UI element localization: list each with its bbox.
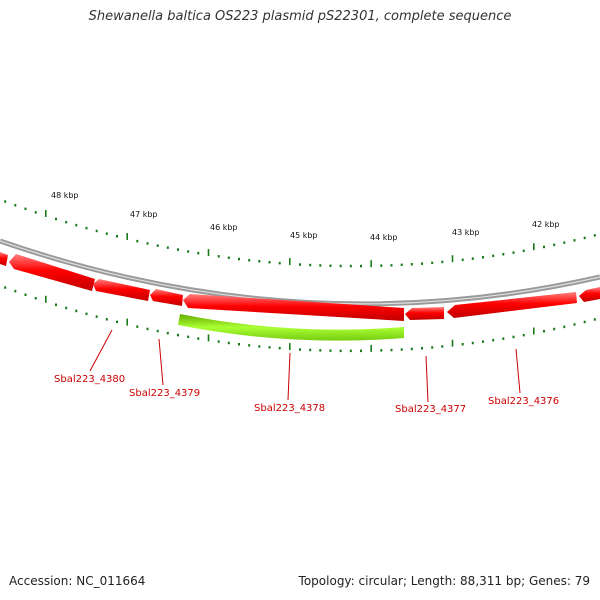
gene-arrow-right-edge[interactable] — [579, 287, 600, 302]
gene-arrow-highlighted[interactable] — [178, 314, 404, 341]
gene-label-sbal223-4377[interactable]: Sbal223_4377 — [395, 404, 466, 415]
gene-arrows — [0, 252, 600, 341]
outer-tick-ring — [4, 200, 596, 268]
gene-label-sbal223-4378[interactable]: Sbal223_4378 — [254, 403, 325, 414]
accession-text: Accession: NC_011664 — [9, 574, 146, 588]
kbp-label-46: 46 kbp — [210, 223, 238, 232]
gene-arrow-left-edge[interactable] — [0, 252, 8, 266]
gene-arrow-sbal223-4379[interactable] — [150, 289, 183, 306]
gene-leader-lines — [89, 329, 521, 403]
kbp-label-48: 48 kbp — [51, 191, 79, 200]
topology-summary: Topology: circular; Length: 88,311 bp; G… — [298, 574, 590, 588]
inner-tick-ring — [4, 286, 596, 353]
kbp-label-45: 45 kbp — [290, 231, 318, 240]
plasmid-backbone — [0, 238, 600, 307]
kbp-label-43: 43 kbp — [452, 228, 480, 237]
gene-label-sbal223-4379[interactable]: Sbal223_4379 — [129, 388, 200, 399]
gene-arrow-sbal223-4378[interactable] — [183, 294, 404, 321]
gene-label-sbal223-4380[interactable]: Sbal223_4380 — [54, 374, 125, 385]
map-title: Shewanella baltica OS223 plasmid pS22301… — [88, 9, 512, 24]
gene-label-sbal223-4376[interactable]: Sbal223_4376 — [488, 396, 559, 407]
gene-arrow-sbal223-4380b[interactable] — [93, 279, 150, 301]
kbp-label-42: 42 kbp — [532, 220, 560, 229]
kbp-label-47: 47 kbp — [130, 210, 158, 219]
gene-arrow-sbal223-4376[interactable] — [447, 292, 577, 318]
gene-arrow-sbal223-4380[interactable] — [9, 254, 95, 291]
kbp-label-44: 44 kbp — [370, 233, 398, 242]
gene-arrow-sbal223-4377[interactable] — [405, 307, 444, 320]
